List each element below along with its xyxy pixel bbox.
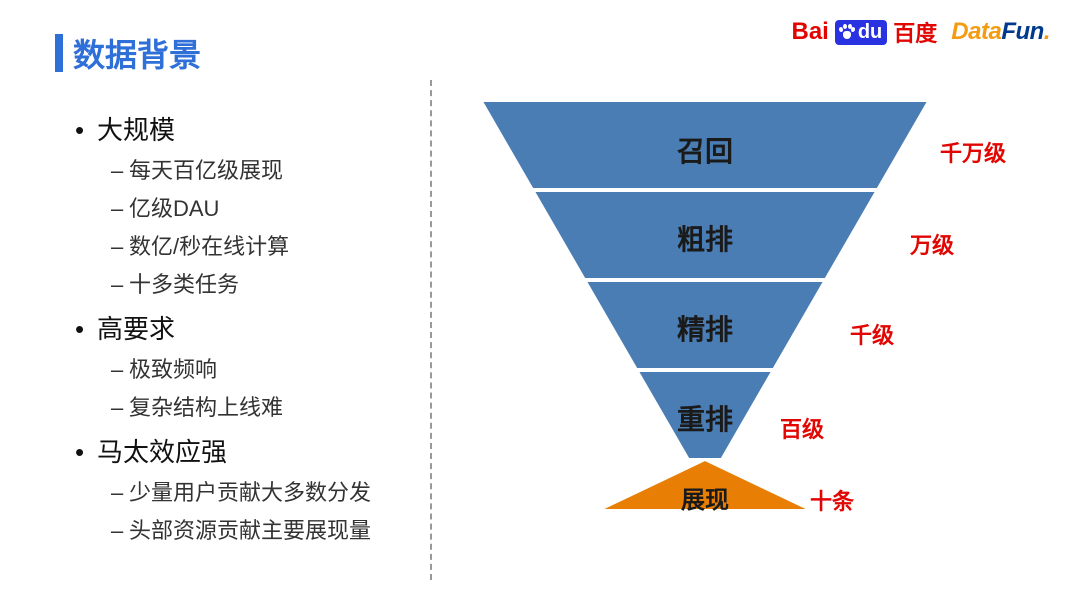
funnel-tip-label: 展现 <box>645 480 765 515</box>
baidu-du-box: du <box>835 20 887 45</box>
datafun-ata: ata <box>968 18 1001 45</box>
funnel-stage-label: 重排 <box>645 398 765 438</box>
bullet-list: 大规模每天百亿级展现亿级DAU 数亿/秒在线计算十多类任务高要求极致频响复杂结构上… <box>75 100 415 545</box>
baidu-paw-icon <box>839 24 855 40</box>
bullet-l1: 高要求 <box>75 309 415 346</box>
datafun-f: F <box>1001 18 1015 45</box>
datafun-un: un <box>1016 18 1044 45</box>
bullet-l2: 每天百亿级展现 <box>111 153 415 185</box>
datafun-d: D <box>951 18 968 45</box>
bullet-l2: 十多类任务 <box>111 267 415 299</box>
baidu-du-text: du <box>858 21 882 44</box>
title-text: 数据背景 <box>73 30 201 76</box>
datafun-dot: . <box>1044 18 1050 45</box>
funnel-scale-label: 千级 <box>850 318 894 350</box>
funnel-stage-label: 召回 <box>645 130 765 170</box>
title-accent-bar <box>55 34 63 72</box>
bullet-l1: 大规模 <box>75 110 415 147</box>
bullet-l2: 极致频响 <box>111 352 415 384</box>
baidu-cn-text: 百度 <box>893 16 937 48</box>
funnel-scale-label: 百级 <box>780 412 824 444</box>
bullet-l2: 复杂结构上线难 <box>111 390 415 422</box>
baidu-bai-text: Bai <box>791 18 828 46</box>
funnel-stage-label: 粗排 <box>645 218 765 258</box>
slide: 数据背景 Bai du 百度 DataFun. 大规模每天百亿级展现亿级DAU 数… <box>0 0 1080 608</box>
bullet-l1: 马太效应强 <box>75 432 415 469</box>
slide-title: 数据背景 <box>55 30 201 76</box>
vertical-divider <box>430 80 432 580</box>
bullet-l2: 头部资源贡献主要展现量 <box>111 513 415 545</box>
funnel-stage-label: 精排 <box>645 308 765 348</box>
bullet-l2: 少量用户贡献大多数分发 <box>111 475 415 507</box>
funnel-diagram: 召回 千万级粗排 万级精排 千级重排百级展现 十条 <box>470 100 1050 560</box>
logo-row: Bai du 百度 DataFun. <box>791 16 1050 48</box>
datafun-logo: DataFun. <box>951 18 1050 46</box>
funnel-scale-label: 千万级 <box>940 136 1006 168</box>
bullet-l2: 亿级DAU <box>111 191 415 223</box>
bullet-l2: 数亿/秒在线计算 <box>111 229 415 261</box>
funnel-scale-label: 万级 <box>910 228 954 260</box>
funnel-tip-scale: 十条 <box>810 484 854 516</box>
baidu-logo: Bai du 百度 <box>791 16 937 48</box>
